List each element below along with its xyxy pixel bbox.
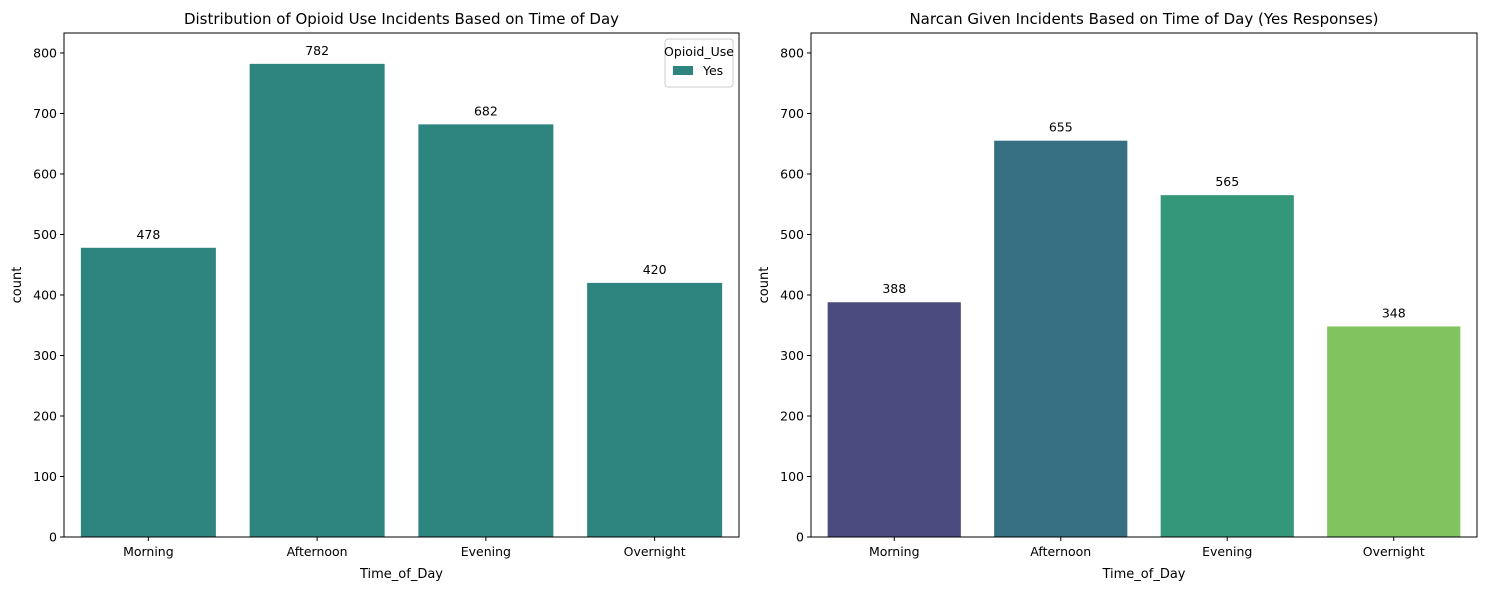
y-tick-label: 300: [33, 348, 57, 363]
bar-value-label: 478: [136, 227, 160, 242]
chart-title: Narcan Given Incidents Based on Time of …: [909, 10, 1378, 28]
y-tick-label: 800: [780, 45, 804, 60]
x-tick-label: Afternoon: [287, 544, 348, 559]
y-tick-label: 200: [33, 408, 57, 423]
bar-overnight: [587, 282, 723, 537]
y-tick-label: 600: [780, 166, 804, 181]
y-tick-label: 300: [780, 348, 804, 363]
x-tick-label: Morning: [869, 544, 920, 559]
opioid-use-chart: 478 782 682 420 0 100 200 300 400 500 600 700 800 Mor…: [10, 10, 740, 582]
legend-entry: Yes: [702, 63, 723, 78]
bar-value-label: 348: [1382, 305, 1406, 320]
bar-value-label: 388: [882, 281, 906, 296]
y-tick-label: 400: [780, 287, 804, 302]
y-tick-label: 200: [780, 408, 804, 423]
bar-afternoon: [249, 63, 385, 537]
plot-frame: [810, 32, 1478, 538]
bar-value-label: 655: [1049, 120, 1073, 135]
x-tick-label: Afternoon: [1030, 544, 1091, 559]
y-axis-label: count: [757, 267, 772, 304]
bar-value-label: 565: [1215, 174, 1239, 189]
legend-swatch: [673, 66, 693, 75]
bar-morning: [80, 247, 216, 537]
y-tick-label: 800: [33, 45, 57, 60]
y-tick-label: 500: [780, 227, 804, 242]
plot-frame: [63, 32, 740, 538]
x-axis-label: Time_of_Day: [1101, 567, 1185, 582]
x-tick-label: Evening: [1202, 544, 1252, 559]
bar-evening: [418, 124, 554, 538]
y-tick-label: 0: [796, 530, 804, 545]
y-tick-label: 500: [33, 227, 57, 242]
bar-evening: [1160, 195, 1294, 538]
legend-title: Opioid_Use: [664, 44, 734, 59]
y-tick-label: 100: [33, 469, 57, 484]
y-tick-label: 100: [780, 469, 804, 484]
x-tick-label: Overnight: [1363, 544, 1425, 559]
bar-afternoon: [994, 140, 1128, 537]
bar-value-label: 782: [305, 43, 329, 58]
bar-overnight: [1327, 326, 1461, 537]
x-tick-label: Evening: [461, 544, 511, 559]
y-tick-label: 0: [49, 530, 57, 545]
narcan-given-chart: 388 655 565 348 0 100 200 300 400 500 600 700 800 Mor…: [757, 10, 1478, 582]
bar-value-label: 682: [474, 103, 498, 118]
y-tick-label: 600: [33, 166, 57, 181]
bar-morning: [827, 302, 961, 537]
y-tick-label: 400: [33, 287, 57, 302]
y-tick-label: 700: [33, 106, 57, 121]
x-tick-label: Morning: [123, 544, 174, 559]
y-tick-label: 700: [780, 106, 804, 121]
x-tick-label: Overnight: [624, 544, 686, 559]
bar-value-label: 420: [643, 262, 667, 277]
chart-title: Distribution of Opioid Use Incidents Bas…: [184, 10, 619, 28]
x-axis-label: Time_of_Day: [359, 567, 443, 582]
y-axis-label: count: [10, 267, 25, 304]
legend: Opioid_Use Yes: [664, 38, 734, 88]
